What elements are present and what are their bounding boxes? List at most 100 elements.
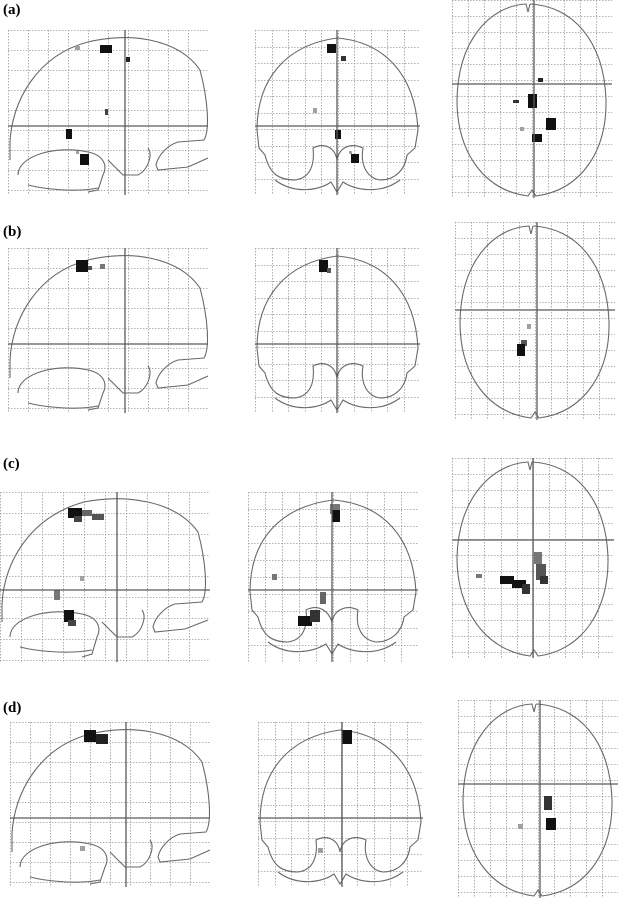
activation-blob xyxy=(500,576,514,584)
activation-blob xyxy=(538,78,543,82)
activation-blob xyxy=(544,796,552,810)
axial-view-c xyxy=(452,458,614,658)
activation-blob xyxy=(100,264,105,269)
activation-blob xyxy=(100,45,112,53)
activation-blob xyxy=(74,516,82,522)
coronal-glass-brain xyxy=(258,722,423,887)
activation-blob xyxy=(272,574,277,580)
activation-blob xyxy=(546,118,556,130)
coronal-view-c xyxy=(248,492,418,662)
sagittal-glass-brain xyxy=(10,722,210,887)
sagittal-view-b xyxy=(8,248,208,413)
brain-outline-sagittal xyxy=(11,729,210,885)
activation-blob xyxy=(341,56,346,61)
brain-outline-sagittal xyxy=(9,37,208,193)
activation-blobs xyxy=(476,552,548,594)
activation-blob xyxy=(527,324,531,329)
sagittal-view-c xyxy=(0,492,210,662)
activation-blobs xyxy=(54,508,104,626)
activation-blob xyxy=(327,268,331,273)
axial-view-b xyxy=(455,222,615,420)
activation-blob xyxy=(330,504,340,514)
activation-blob xyxy=(520,127,524,131)
panel-label-d: (d) xyxy=(3,700,22,716)
sagittal-view-a xyxy=(8,30,208,195)
activation-blob xyxy=(320,592,326,604)
activation-blob xyxy=(319,260,328,272)
activation-blob xyxy=(512,580,526,588)
sagittal-glass-brain xyxy=(0,492,210,662)
activation-blob xyxy=(54,590,60,600)
activation-blob xyxy=(518,824,523,829)
activation-blob xyxy=(327,44,336,53)
grid xyxy=(255,30,420,195)
brain-outline-axial xyxy=(456,461,609,657)
activation-blob xyxy=(80,154,89,165)
activation-blobs xyxy=(272,504,340,626)
grid xyxy=(455,222,615,420)
activation-blob xyxy=(76,260,88,272)
activation-blob xyxy=(528,94,537,108)
panel-label-a: (a) xyxy=(3,2,21,18)
activation-blob xyxy=(96,734,108,744)
grid xyxy=(0,492,210,662)
activation-blob xyxy=(513,100,519,103)
activation-blob xyxy=(68,508,82,518)
activation-blob xyxy=(332,510,340,522)
activation-blob xyxy=(536,564,546,580)
sagittal-view-d xyxy=(10,722,210,887)
activation-blob xyxy=(92,514,104,520)
activation-blob xyxy=(80,846,85,851)
coronal-view-a xyxy=(255,30,420,195)
axial-view-d xyxy=(458,700,618,898)
activation-blobs xyxy=(517,324,531,356)
coronal-view-d xyxy=(258,722,423,887)
activation-blob xyxy=(546,818,556,830)
activation-blob xyxy=(313,108,317,113)
activation-blobs xyxy=(80,730,108,851)
grid xyxy=(8,248,208,413)
activation-blob xyxy=(298,616,312,626)
grid xyxy=(10,722,210,887)
axial-glass-brain xyxy=(455,222,615,420)
activation-blob xyxy=(68,620,76,626)
activation-blob xyxy=(534,552,542,564)
activation-blobs xyxy=(66,45,130,165)
activation-blob xyxy=(522,584,530,594)
activation-blob xyxy=(540,576,548,584)
coronal-view-b xyxy=(255,248,420,413)
activation-blob xyxy=(521,340,527,346)
activation-blob xyxy=(82,510,92,516)
activation-blob xyxy=(76,151,79,154)
activation-blob xyxy=(88,266,92,270)
activation-blobs xyxy=(318,730,352,853)
activation-blob xyxy=(349,151,352,154)
activation-blob xyxy=(126,57,130,62)
sagittal-glass-brain xyxy=(8,30,208,195)
brain-outline-axial xyxy=(462,703,613,897)
activation-blob xyxy=(476,574,482,578)
panel-label-b: (b) xyxy=(3,224,22,240)
axial-glass-brain xyxy=(458,700,618,898)
activation-blob xyxy=(318,848,323,853)
activation-blob xyxy=(75,46,80,50)
activation-blob xyxy=(517,344,525,356)
brain-outline-sagittal xyxy=(1,498,209,658)
activation-blob xyxy=(64,610,74,622)
activation-blob xyxy=(105,109,108,115)
activation-blobs xyxy=(518,796,556,830)
activation-blob xyxy=(80,576,84,581)
axial-view-a xyxy=(452,0,612,198)
activation-blob xyxy=(84,730,96,742)
coronal-glass-brain xyxy=(255,30,420,195)
grid xyxy=(458,700,618,898)
brain-outline-sagittal xyxy=(9,255,208,411)
activation-blobs xyxy=(76,260,105,272)
axial-glass-brain xyxy=(452,0,612,198)
panel-label-c: (c) xyxy=(3,456,20,472)
coronal-glass-brain xyxy=(248,492,418,662)
activation-blob xyxy=(342,730,352,744)
activation-blob xyxy=(310,610,320,622)
activation-blob xyxy=(66,129,72,139)
sagittal-glass-brain xyxy=(8,248,208,413)
